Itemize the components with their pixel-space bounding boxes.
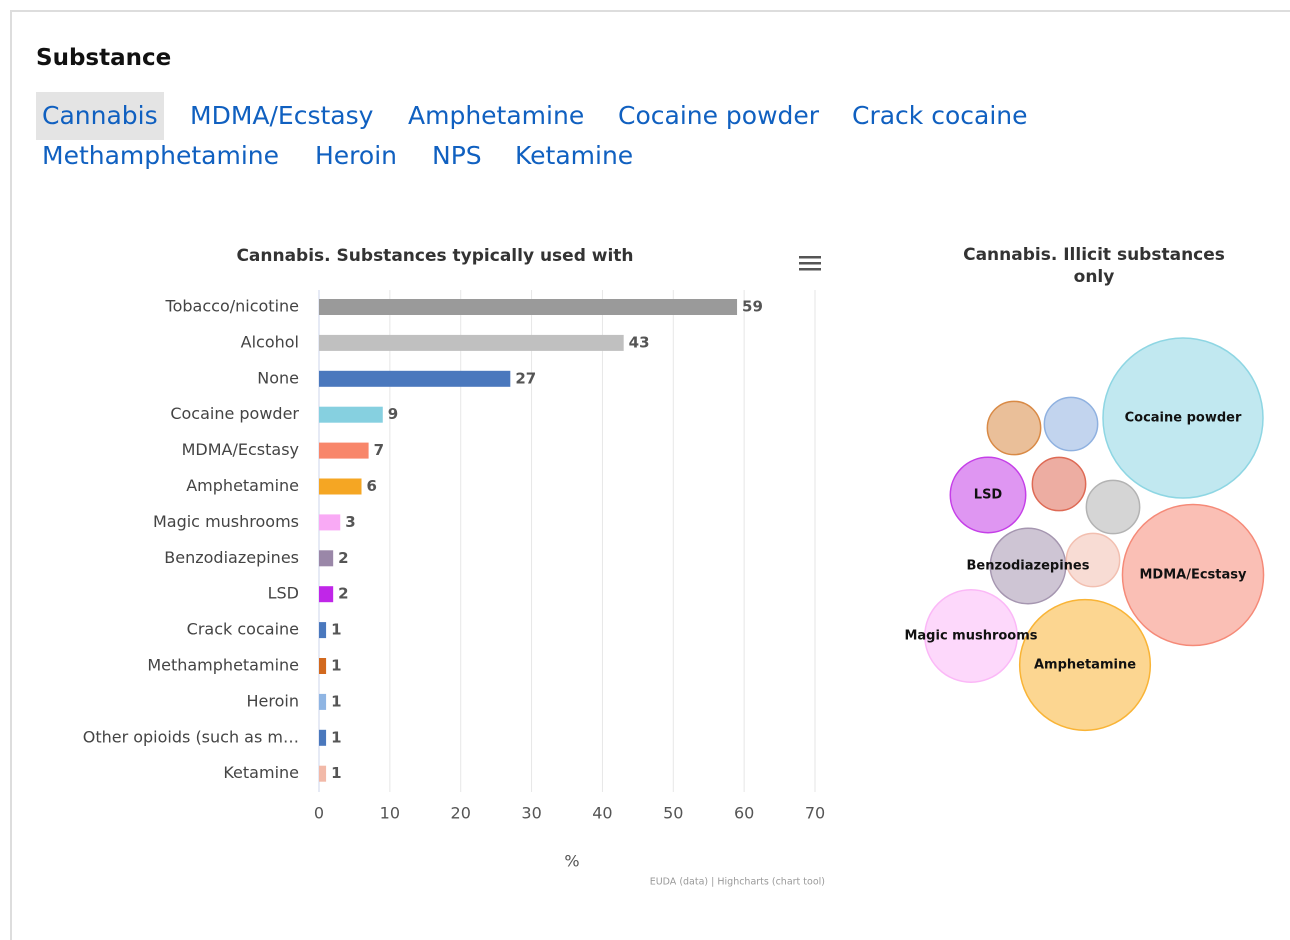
y-tick-label: LSD <box>268 584 299 603</box>
y-tick-label: Magic mushrooms <box>153 512 299 531</box>
chart-title: Cannabis. Substances typically used with <box>236 246 633 266</box>
data-label: 27 <box>515 369 536 387</box>
tab[interactable]: MDMA/Ecstasy <box>190 101 374 130</box>
x-tick-label: 0 <box>314 804 324 823</box>
x-tick-label: 40 <box>592 804 612 823</box>
y-tick-label: Heroin <box>247 691 299 710</box>
y-tick-label: Cocaine powder <box>170 404 299 423</box>
tab[interactable]: NPS <box>432 141 482 170</box>
bubble-label: Amphetamine <box>1034 658 1136 673</box>
x-tick-label: 50 <box>663 804 683 823</box>
tab[interactable]: Ketamine <box>515 141 634 170</box>
tab[interactable]: Heroin <box>315 141 397 170</box>
bubble-label: MDMA/Ecstasy <box>1140 568 1248 583</box>
x-axis-title: % <box>564 852 579 871</box>
bar <box>319 729 327 746</box>
bar <box>319 478 362 495</box>
x-tick-label: 10 <box>380 804 400 823</box>
y-tick-label: None <box>257 368 299 387</box>
bubble-label: Cocaine powder <box>1125 411 1242 426</box>
bubble <box>1102 337 1264 499</box>
bubble <box>1043 396 1099 452</box>
menu-line <box>799 262 821 265</box>
bar <box>319 442 369 459</box>
y-tick-label: Benzodiazepines <box>164 548 299 567</box>
bar <box>319 370 511 387</box>
data-label: 43 <box>629 333 650 351</box>
bubble-label: Magic mushrooms <box>904 629 1037 644</box>
bubble <box>1031 456 1087 512</box>
x-tick-label: 20 <box>451 804 471 823</box>
data-label: 1 <box>331 621 341 639</box>
bubble-label: LSD <box>974 488 1003 503</box>
bubble <box>1018 598 1152 732</box>
bar <box>319 406 383 423</box>
y-tick-label: Tobacco/nicotine <box>165 297 299 316</box>
tab[interactable]: Cocaine powder <box>618 101 820 130</box>
bubble <box>1121 503 1265 647</box>
y-tick-label: MDMA/Ecstasy <box>182 440 299 459</box>
bar <box>319 299 738 315</box>
bar <box>319 693 327 710</box>
y-tick-label: Ketamine <box>223 763 299 782</box>
data-label: 59 <box>742 298 763 316</box>
bubble <box>989 527 1067 605</box>
data-label: 1 <box>331 657 341 675</box>
bar <box>319 622 327 639</box>
data-label: 9 <box>388 405 398 423</box>
tab[interactable]: Amphetamine <box>408 101 585 130</box>
data-label: 3 <box>345 513 355 531</box>
bar <box>319 550 334 567</box>
data-label: 1 <box>331 764 341 782</box>
data-label: 7 <box>374 441 384 459</box>
y-tick-label: Methamphetamine <box>147 656 299 675</box>
heading: Substance <box>36 45 172 71</box>
panel <box>10 10 1290 940</box>
y-tick-label: Alcohol <box>241 332 299 351</box>
bubble-label: Benzodiazepines <box>967 559 1090 574</box>
data-label: 1 <box>331 692 341 710</box>
data-label: 2 <box>338 549 348 567</box>
bar <box>319 658 327 674</box>
data-label: 6 <box>367 477 377 495</box>
y-tick-label: Other opioids (such as m… <box>83 727 299 746</box>
bar <box>319 765 327 782</box>
bubble <box>1085 479 1141 535</box>
bubble <box>986 400 1042 456</box>
x-tick-label: 30 <box>521 804 541 823</box>
menu-line <box>799 268 821 271</box>
menu-button[interactable] <box>796 250 824 276</box>
x-tick-label: 60 <box>734 804 754 823</box>
bar <box>319 334 624 351</box>
bubble <box>949 456 1027 534</box>
tab[interactable]: Methamphetamine <box>42 141 280 170</box>
credits: EUDA (data) | Highcharts (chart tool) <box>650 877 825 888</box>
y-tick-label: Crack cocaine <box>187 620 299 639</box>
tab[interactable]: Crack cocaine <box>852 101 1028 130</box>
chart-title: Cannabis. Illicit substances only <box>963 245 1225 287</box>
bar <box>319 586 334 603</box>
tab[interactable]: Cannabis <box>36 92 164 140</box>
data-label: 2 <box>338 585 348 603</box>
bar <box>319 514 341 531</box>
x-tick-label: 70 <box>805 804 825 823</box>
bubble <box>924 589 1018 683</box>
y-tick-label: Amphetamine <box>186 476 299 495</box>
data-label: 1 <box>331 728 341 746</box>
bubble <box>1065 532 1121 588</box>
menu-line <box>799 256 821 259</box>
